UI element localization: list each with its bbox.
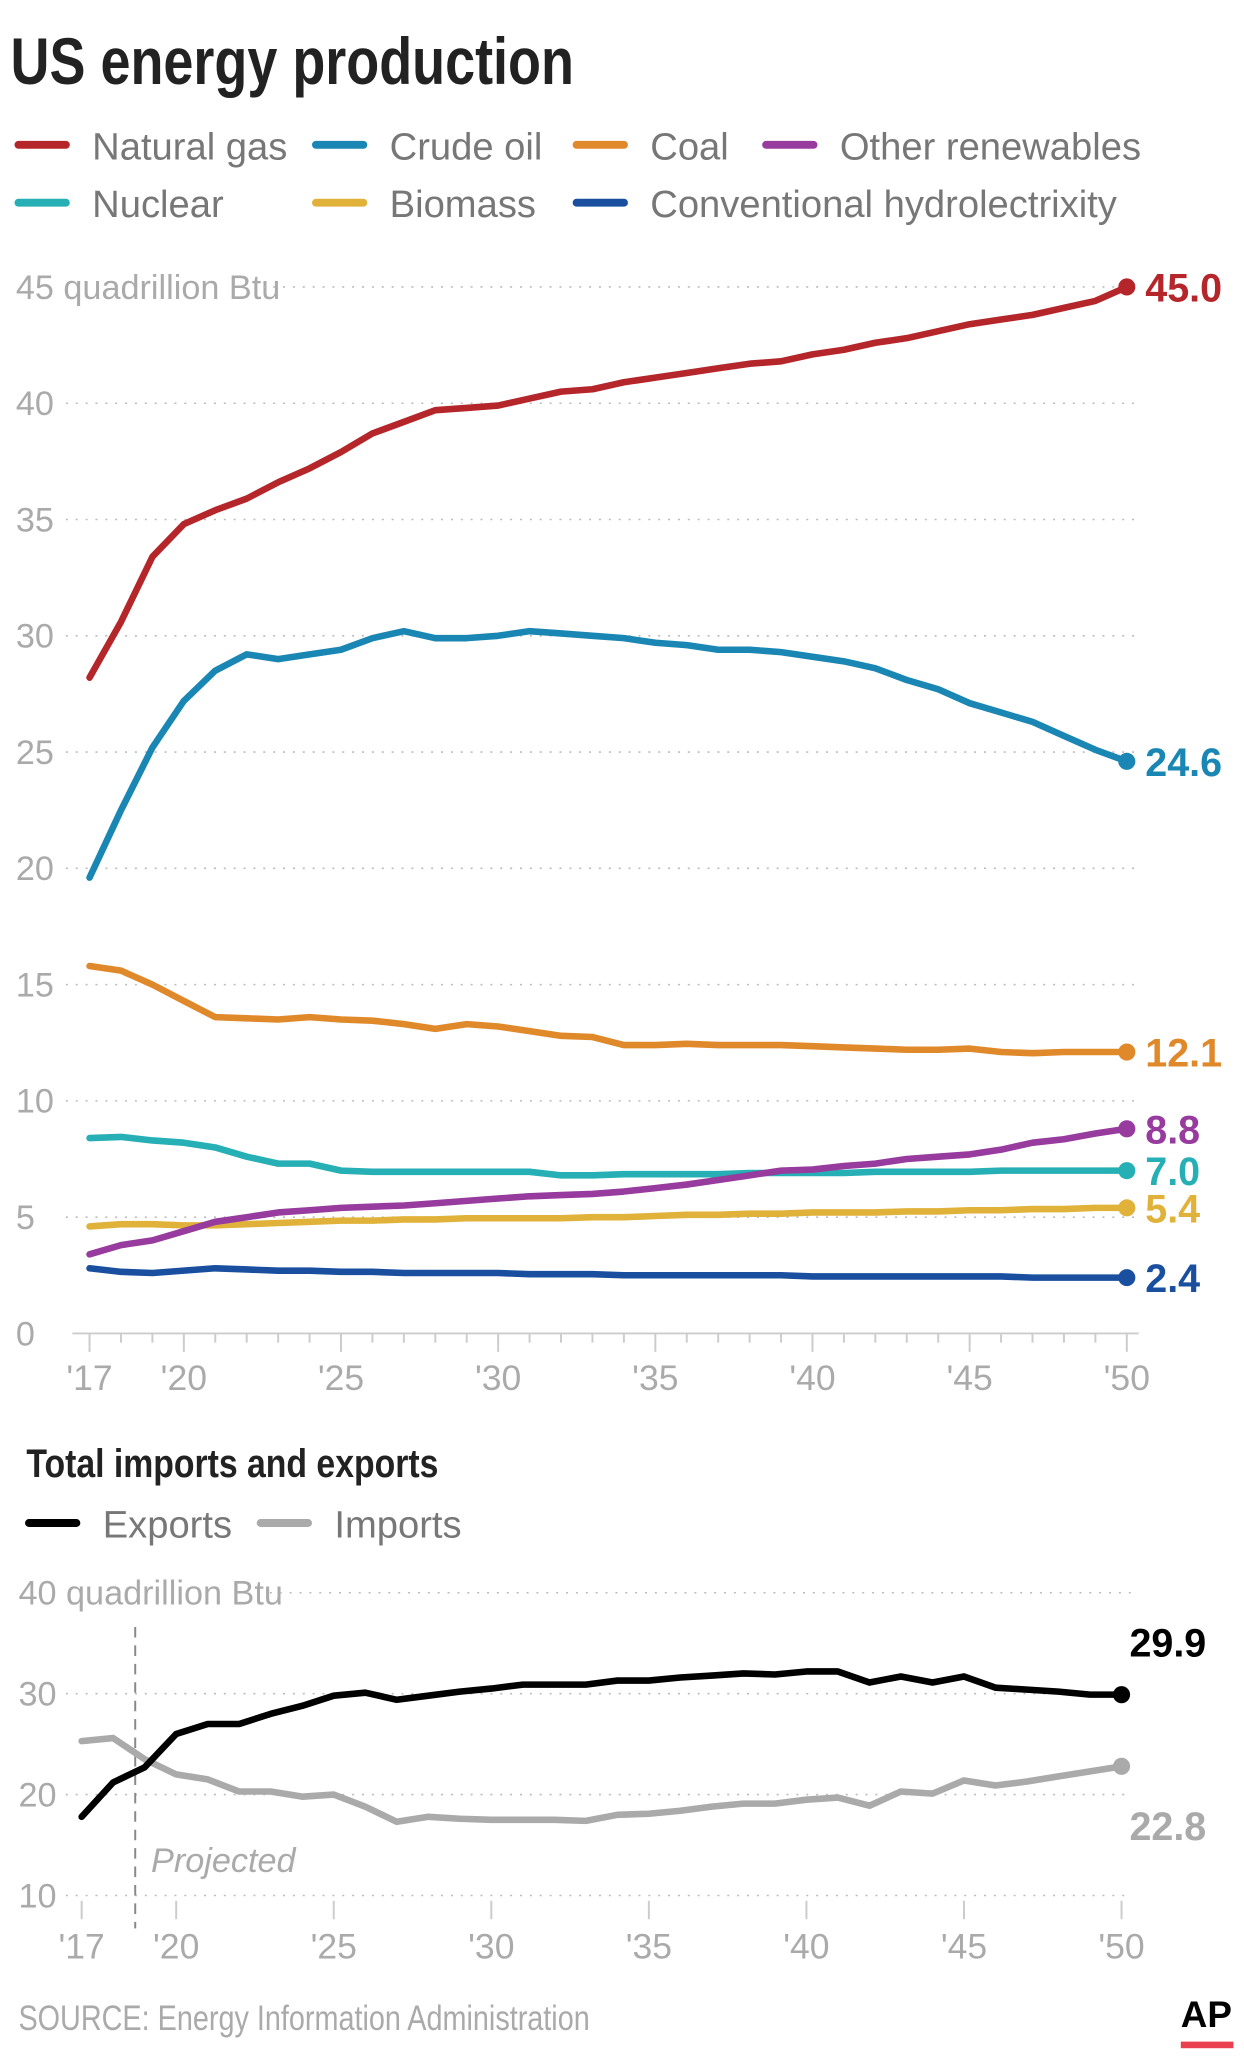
x-tick-label: '35 <box>626 1927 672 1967</box>
series-line <box>78 1668 1125 1821</box>
y-tick-label: 15 <box>16 966 54 1004</box>
x-tick-label: '17 <box>66 1358 112 1398</box>
x-tick-label: '40 <box>789 1358 835 1398</box>
end-marker <box>1118 1043 1136 1061</box>
y-tick-label: 10 <box>16 1083 54 1121</box>
x-tick-label: '25 <box>311 1927 357 1967</box>
ap-logo-text: AP <box>1181 1994 1232 2035</box>
x-tick-label: '30 <box>468 1927 514 1967</box>
ap-logo-bar <box>1180 2041 1234 2049</box>
y-tick-label: 35 <box>16 501 54 539</box>
series-coal: 12.1 <box>86 962 1222 1076</box>
series-line <box>86 962 1131 1057</box>
end-marker <box>1112 1686 1131 1704</box>
series-line <box>86 627 1131 881</box>
x-tick-label: '45 <box>946 1358 992 1398</box>
legend-item-exports: Exports <box>25 1503 232 1546</box>
legend-label: Coal <box>650 125 728 168</box>
x-tick-label: '17 <box>58 1927 104 1967</box>
end-marker <box>1118 1269 1136 1287</box>
end-value-label: 8.8 <box>1145 1108 1200 1152</box>
legend-label: Crude oil <box>390 125 543 168</box>
series-line <box>86 1204 1131 1230</box>
legend-item-other-renewables: Other renewables <box>762 125 1141 168</box>
legend-item-imports: Imports <box>256 1503 462 1546</box>
end-value-label: 24.6 <box>1145 741 1222 785</box>
legend-item-biomass: Biomass <box>312 183 536 226</box>
y-tick-label: 25 <box>16 734 54 772</box>
end-value-label: 7.0 <box>1145 1150 1200 1194</box>
end-value-label: 12.1 <box>1145 1032 1222 1076</box>
legend-item-crude-oil: Crude oil <box>312 125 543 168</box>
end-marker <box>1112 1757 1131 1775</box>
legend-label: Imports <box>334 1503 461 1546</box>
source-note: SOURCE: Energy Information Administratio… <box>18 1998 589 2038</box>
series-biomass: 5.4 <box>86 1187 1200 1231</box>
series-nuclear: 7.0 <box>86 1133 1200 1194</box>
end-marker <box>1118 278 1136 296</box>
legend-label: Exports <box>103 1503 232 1546</box>
series-line <box>86 283 1131 681</box>
legend-label: Other renewables <box>840 125 1141 168</box>
x-tick-label: '25 <box>318 1358 364 1398</box>
end-value-label: 22.8 <box>1129 1805 1206 1849</box>
end-value-label: 45.0 <box>1145 266 1222 310</box>
series-natural-gas: 45.0 <box>86 266 1222 681</box>
y-tick-label: 20 <box>18 1776 56 1814</box>
series-line <box>86 1264 1131 1281</box>
series-imports: 22.8 <box>78 1734 1206 1849</box>
series-line <box>86 1133 1131 1179</box>
y-tick-label: 10 <box>18 1877 56 1915</box>
legend-label: Conventional hydrolectrixity <box>650 183 1117 226</box>
legend-item-nuclear: Nuclear <box>14 183 224 226</box>
legend-label: Biomass <box>390 183 536 226</box>
production-chart: Natural gas Crude oil Coal Other renewables… <box>14 125 1222 1398</box>
projected-label: Projected <box>151 1842 297 1880</box>
y-tick-label: 30 <box>18 1676 56 1714</box>
series-crude-oil: 24.6 <box>86 627 1222 881</box>
end-marker <box>1118 1199 1136 1217</box>
y-tick-label: 5 <box>16 1199 35 1237</box>
end-marker <box>1118 1162 1136 1180</box>
legend-item-coal: Coal <box>572 125 729 168</box>
series-line <box>78 1734 1125 1826</box>
legend-item-natural-gas: Natural gas <box>14 125 287 168</box>
end-value-label: 5.4 <box>1145 1187 1200 1231</box>
x-tick-label: '30 <box>475 1358 521 1398</box>
ap-logo: AP <box>1180 1994 1234 2049</box>
series-conventional-hydrolectrixity: 2.4 <box>86 1257 1200 1301</box>
y-tick-label: 30 <box>16 618 54 656</box>
series-exports: 29.9 <box>78 1622 1206 1821</box>
trade-chart: Exports Imports 40 quadrillion Btu 30 20 10'1… <box>18 1503 1206 1966</box>
legend-label: Nuclear <box>92 183 224 226</box>
x-tick-label: '40 <box>783 1927 829 1967</box>
end-value-label: 29.9 <box>1129 1622 1206 1666</box>
y-tick-label: 0 <box>16 1315 35 1353</box>
x-tick-label: '20 <box>153 1927 199 1967</box>
subchart-title: Total imports and exports <box>26 1442 438 1486</box>
x-tick-label: '50 <box>1104 1358 1150 1398</box>
x-tick-label: '50 <box>1098 1927 1144 1967</box>
series-line <box>86 1125 1131 1258</box>
legend-item-conventional-hydrolectrixity: Conventional hydrolectrixity <box>572 183 1117 226</box>
y-tick-label: 40 quadrillion Btu <box>18 1575 282 1613</box>
y-tick-label: 20 <box>16 850 54 888</box>
end-marker <box>1118 752 1136 770</box>
end-value-label: 2.4 <box>1145 1257 1200 1301</box>
end-marker <box>1118 1120 1136 1138</box>
y-tick-label: 45 quadrillion Btu <box>16 269 280 307</box>
x-tick-label: '45 <box>941 1927 987 1967</box>
x-tick-label: '20 <box>161 1358 207 1398</box>
legend-label: Natural gas <box>92 125 287 168</box>
series-other-renewables: 8.8 <box>86 1108 1200 1258</box>
chart-title: US energy production <box>11 24 574 98</box>
x-tick-label: '35 <box>632 1358 678 1398</box>
y-tick-label: 40 <box>16 385 54 423</box>
